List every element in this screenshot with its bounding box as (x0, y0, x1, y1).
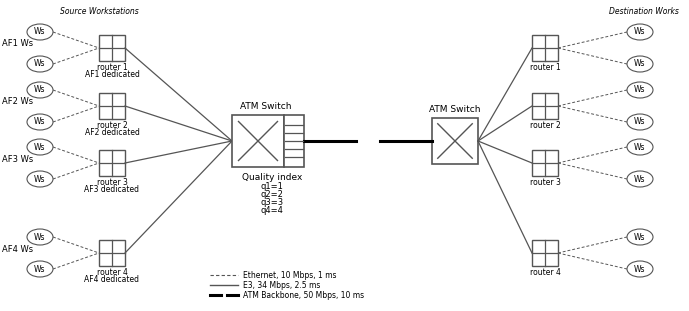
Text: router 3: router 3 (96, 178, 127, 187)
Text: Ws: Ws (34, 27, 45, 36)
Text: router 1: router 1 (96, 63, 127, 72)
Ellipse shape (27, 82, 53, 98)
Ellipse shape (27, 229, 53, 245)
Ellipse shape (27, 261, 53, 277)
Text: E3, 34 Mbps, 2.5 ms: E3, 34 Mbps, 2.5 ms (243, 281, 320, 290)
Text: AF2 Ws: AF2 Ws (2, 98, 33, 106)
Text: Ws: Ws (34, 142, 45, 151)
Ellipse shape (627, 56, 653, 72)
Text: ATM Switch: ATM Switch (240, 102, 291, 111)
Bar (432, 118, 478, 164)
Text: Quality index: Quality index (242, 173, 302, 182)
Text: router 3: router 3 (530, 178, 560, 187)
Bar (99, 150, 125, 176)
Bar (532, 150, 558, 176)
Text: Ws: Ws (34, 118, 45, 127)
Text: AF4 dedicated: AF4 dedicated (85, 275, 139, 284)
Bar (532, 240, 558, 266)
Text: Ws: Ws (635, 27, 646, 36)
Text: Ws: Ws (635, 264, 646, 273)
Text: router 1: router 1 (530, 63, 560, 72)
Bar (99, 93, 125, 119)
Text: AF1 dedicated: AF1 dedicated (85, 70, 139, 79)
Text: router 2: router 2 (96, 121, 127, 130)
Text: q2=2: q2=2 (260, 190, 283, 199)
Text: Ws: Ws (34, 59, 45, 68)
Text: AF1 Ws: AF1 Ws (2, 39, 33, 49)
Bar (532, 93, 558, 119)
Text: AF3 Ws: AF3 Ws (2, 155, 33, 164)
Text: Ws: Ws (635, 142, 646, 151)
Text: AF2 dedicated: AF2 dedicated (85, 128, 139, 137)
Text: q4=4: q4=4 (260, 206, 283, 215)
Text: Destination Works: Destination Works (609, 7, 679, 16)
Text: AF4 Ws: AF4 Ws (2, 244, 33, 253)
Text: Ws: Ws (635, 174, 646, 183)
Text: Ws: Ws (635, 118, 646, 127)
Text: Ws: Ws (34, 174, 45, 183)
Bar (99, 35, 125, 61)
Bar (232, 115, 284, 167)
Ellipse shape (27, 24, 53, 40)
Text: ATM Backbone, 50 Mbps, 10 ms: ATM Backbone, 50 Mbps, 10 ms (243, 290, 364, 299)
Ellipse shape (627, 82, 653, 98)
Text: Ws: Ws (34, 264, 45, 273)
Ellipse shape (27, 114, 53, 130)
Ellipse shape (627, 171, 653, 187)
Ellipse shape (627, 261, 653, 277)
Text: q1=1: q1=1 (260, 182, 283, 191)
Text: Ws: Ws (635, 233, 646, 242)
Text: router 4: router 4 (96, 268, 127, 277)
Text: Ws: Ws (635, 86, 646, 95)
Ellipse shape (627, 139, 653, 155)
Bar (99, 240, 125, 266)
Ellipse shape (27, 56, 53, 72)
Text: router 4: router 4 (530, 268, 560, 277)
Bar (532, 35, 558, 61)
Text: Source Workstations: Source Workstations (60, 7, 138, 16)
Ellipse shape (27, 139, 53, 155)
Text: Ws: Ws (635, 59, 646, 68)
Bar (284, 115, 304, 167)
Text: Ws: Ws (34, 86, 45, 95)
Text: ATM Switch: ATM Switch (429, 105, 481, 114)
Text: Ethernet, 10 Mbps, 1 ms: Ethernet, 10 Mbps, 1 ms (243, 271, 336, 280)
Text: router 2: router 2 (530, 121, 560, 130)
Text: AF3 dedicated: AF3 dedicated (85, 185, 139, 194)
Ellipse shape (627, 24, 653, 40)
Ellipse shape (627, 229, 653, 245)
Ellipse shape (27, 171, 53, 187)
Ellipse shape (627, 114, 653, 130)
Text: Ws: Ws (34, 233, 45, 242)
Text: q3=3: q3=3 (260, 198, 284, 207)
